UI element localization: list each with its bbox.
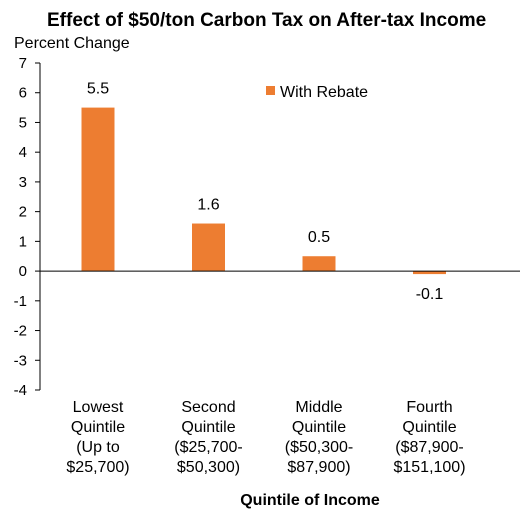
y-tick-label: 4 bbox=[19, 144, 27, 161]
bar bbox=[81, 107, 115, 272]
bar bbox=[302, 256, 336, 272]
y-tick-label: -3 bbox=[14, 352, 27, 369]
y-tick-label: 1 bbox=[19, 233, 27, 250]
y-tick-label: 2 bbox=[19, 204, 27, 221]
category-label: Quintile bbox=[292, 419, 346, 436]
bar bbox=[413, 271, 446, 275]
data-label: 1.6 bbox=[197, 197, 219, 214]
category-label: Quintile bbox=[181, 419, 235, 436]
y-tick-label: 0 bbox=[19, 263, 27, 280]
category-label: Lowest bbox=[73, 399, 124, 416]
data-labels: 5.5 1.6 0.5 -0.1 bbox=[87, 81, 444, 303]
category-label: Quintile bbox=[71, 419, 125, 436]
x-axis-label: Quintile of Income bbox=[240, 492, 380, 509]
data-label: 5.5 bbox=[87, 81, 109, 98]
y-tick-label: 5 bbox=[19, 114, 27, 131]
category-label: $87,900) bbox=[287, 459, 350, 476]
y-tick-label: -4 bbox=[14, 382, 27, 399]
y-tick-label: -2 bbox=[14, 323, 27, 340]
category-label: $25,700) bbox=[66, 459, 129, 476]
legend-label: With Rebate bbox=[280, 84, 368, 101]
y-tick-label: 7 bbox=[19, 55, 27, 72]
category-label: (Up to bbox=[76, 439, 120, 456]
data-label: 0.5 bbox=[308, 229, 330, 246]
category-labels: Lowest Quintile (Up to $25,700) Second Quinti… bbox=[66, 399, 465, 476]
category-label: Quintile bbox=[402, 419, 456, 436]
y-axis-label: Percent Change bbox=[14, 35, 130, 52]
category-label: $50,300) bbox=[177, 459, 240, 476]
category-label: ($25,700- bbox=[174, 439, 243, 456]
data-label: -0.1 bbox=[416, 286, 444, 303]
y-tick-label: -1 bbox=[14, 293, 27, 310]
bar bbox=[192, 223, 225, 272]
category-label: Middle bbox=[295, 399, 342, 416]
legend: With Rebate bbox=[266, 84, 368, 101]
y-tick-labels: -4 -3 -2 -1 0 1 2 3 4 5 6 7 bbox=[14, 55, 27, 399]
axes bbox=[35, 62, 520, 391]
category-label: Second bbox=[181, 399, 235, 416]
category-label: ($87,900- bbox=[395, 439, 464, 456]
category-label: ($50,300- bbox=[285, 439, 354, 456]
bars bbox=[81, 107, 446, 275]
legend-swatch bbox=[266, 86, 275, 95]
chart-title: Effect of $50/ton Carbon Tax on After-ta… bbox=[47, 10, 486, 31]
y-tick-label: 6 bbox=[19, 85, 27, 102]
category-label: $151,100) bbox=[393, 459, 465, 476]
category-label: Fourth bbox=[406, 399, 452, 416]
y-tick-label: 3 bbox=[19, 174, 27, 191]
